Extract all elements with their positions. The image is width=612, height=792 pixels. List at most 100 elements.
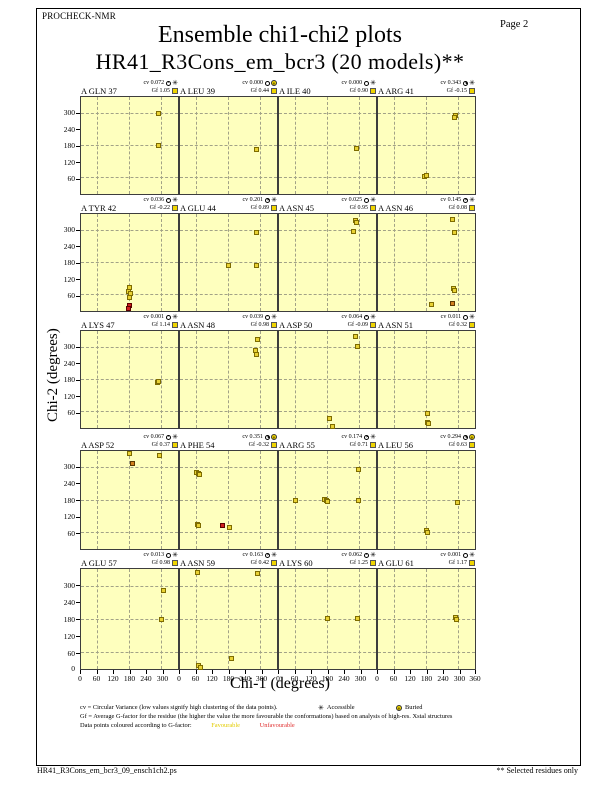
page-title: Ensemble chi1-chi2 plots: [158, 22, 402, 48]
residue-label: A ARG 55: [279, 440, 315, 450]
y-tick: [76, 500, 80, 501]
circular-variance-dial-icon: [165, 434, 171, 440]
gf-colour-swatch: [270, 87, 277, 95]
subplot-header: A LYS 60 cv 0.062 ✳ Gf 1.25: [278, 552, 377, 568]
gf-stat-line: Gf 1.17: [449, 559, 475, 567]
data-point: [197, 472, 203, 478]
y-tick-label: 240: [63, 241, 75, 251]
gf-stat-line: Gf 0.90: [350, 87, 376, 95]
circular-variance-dial-icon: [264, 434, 270, 440]
y-tick-label: 180: [63, 375, 75, 384]
circular-variance-dial-icon: [165, 314, 171, 320]
y-tick-label: 60: [67, 408, 76, 417]
subplot-header: A PHE 54 cv 0.351 ✳ Gf -0.32: [179, 434, 278, 450]
chi1-chi2-subplot: [179, 330, 278, 429]
cv-value: cv 0.343: [440, 80, 462, 86]
x-tick-label: 120: [107, 674, 119, 683]
residue-label: A ASP 50: [279, 320, 313, 330]
cv-value: cv 0.000: [242, 80, 263, 86]
gridline: [81, 467, 178, 469]
gridline: [180, 230, 277, 232]
x-tick: [261, 670, 263, 674]
y-tick: [76, 533, 80, 535]
gf-colour-swatch: [468, 441, 475, 449]
residue-label: A LYS 60: [279, 558, 313, 568]
x-tick-label: 0: [276, 674, 280, 683]
gridline: [81, 145, 178, 147]
subplot-stats: cv 0.067 ✳ Gf 0.37: [143, 433, 178, 449]
legend-colour-line: Data points coloured according to G-fact…: [80, 722, 295, 729]
gridline: [180, 113, 277, 115]
x-tick-label: 180: [123, 674, 136, 683]
gf-colour-swatch: [270, 559, 277, 567]
residue-label: A ARG 41: [378, 86, 414, 96]
data-point: [452, 287, 458, 293]
y-tick: [76, 602, 80, 603]
chi1-chi2-subplot: [377, 96, 476, 195]
circular-variance-dial-icon: [462, 434, 468, 440]
gridline: [260, 331, 262, 428]
residue-label: A GLN 37: [81, 86, 117, 96]
subplot-stats: cv 0.036 ✳ Gf -0.22: [143, 196, 178, 212]
x-tick-label: 300: [354, 674, 367, 683]
gridline: [378, 262, 475, 264]
data-point: [253, 351, 259, 357]
gf-value: Gf 0.08: [448, 205, 467, 211]
y-tick-label: 240: [63, 597, 75, 607]
residue-label: A GLU 44: [180, 203, 216, 213]
y-tick-label: 180: [63, 614, 75, 624]
data-point: [426, 421, 432, 427]
gf-colour-swatch: [171, 204, 178, 212]
circular-variance-dial-icon: [165, 552, 171, 558]
residue-label: A PHE 54: [180, 440, 215, 450]
data-point: [354, 219, 360, 225]
gf-stat-line: Gf 0.37: [152, 441, 178, 449]
subplot-stats: cv 0.174 ✳ Gf 0.71: [341, 433, 376, 449]
x-tick: [96, 670, 98, 674]
subplot-stats: cv 0.000 ✳ Gf 0.90: [341, 79, 376, 95]
cv-value: cv 0.351: [242, 434, 263, 440]
gridline: [378, 230, 475, 232]
legend-buried: ✳ Buried: [396, 704, 422, 711]
gf-colour-swatch: [369, 441, 376, 449]
procheck-label: PROCHECK-NMR: [42, 11, 116, 21]
x-tick: [228, 670, 230, 674]
accessible-icon: ✳: [469, 313, 475, 321]
x-tick-label: 180: [222, 674, 235, 683]
gf-value: Gf 0.95: [349, 205, 368, 211]
chi1-chi2-subplot: [179, 213, 278, 312]
x-tick-label: 300: [453, 674, 466, 683]
x-tick: [443, 670, 444, 674]
y-tick: [76, 129, 80, 130]
gf-value: Gf 0.71: [349, 442, 368, 448]
chi1-chi2-subplot: [278, 96, 377, 195]
x-tick: [146, 670, 147, 674]
y-tick-label: 60: [67, 528, 76, 538]
data-point: [355, 616, 361, 622]
y-tick-label: 300: [63, 342, 75, 351]
data-point: [130, 461, 136, 467]
data-point: [356, 498, 362, 503]
data-point: [226, 263, 232, 269]
accessible-label: Accessible: [326, 704, 355, 711]
gridline: [81, 618, 178, 620]
subplot-stats: cv 0.011 ✳ Gf 0.32: [441, 313, 475, 329]
gridline: [378, 467, 475, 469]
gf-stat-line: Gf 0.98: [251, 321, 277, 329]
cv-stat-line: cv 0.294 ✳: [440, 433, 475, 441]
gf-value: Gf 1.17: [448, 560, 467, 566]
data-point: [425, 411, 431, 417]
y-tick: [76, 178, 80, 180]
y-tick: [76, 246, 80, 247]
chi1-chi2-subplot: [377, 213, 476, 312]
circular-variance-dial-icon: [264, 80, 270, 86]
gf-stat-line: Gf 0.42: [251, 559, 277, 567]
cv-stat-line: cv 0.145 ✳: [440, 196, 475, 204]
y-tick: [76, 483, 80, 485]
gridline: [378, 347, 475, 349]
x-tick-label: 60: [389, 674, 398, 683]
data-point: [329, 423, 335, 429]
gridline: [458, 214, 460, 311]
accessible-icon: ✳: [370, 196, 376, 204]
y-axis-label: Chi-2 (degrees): [45, 328, 61, 422]
